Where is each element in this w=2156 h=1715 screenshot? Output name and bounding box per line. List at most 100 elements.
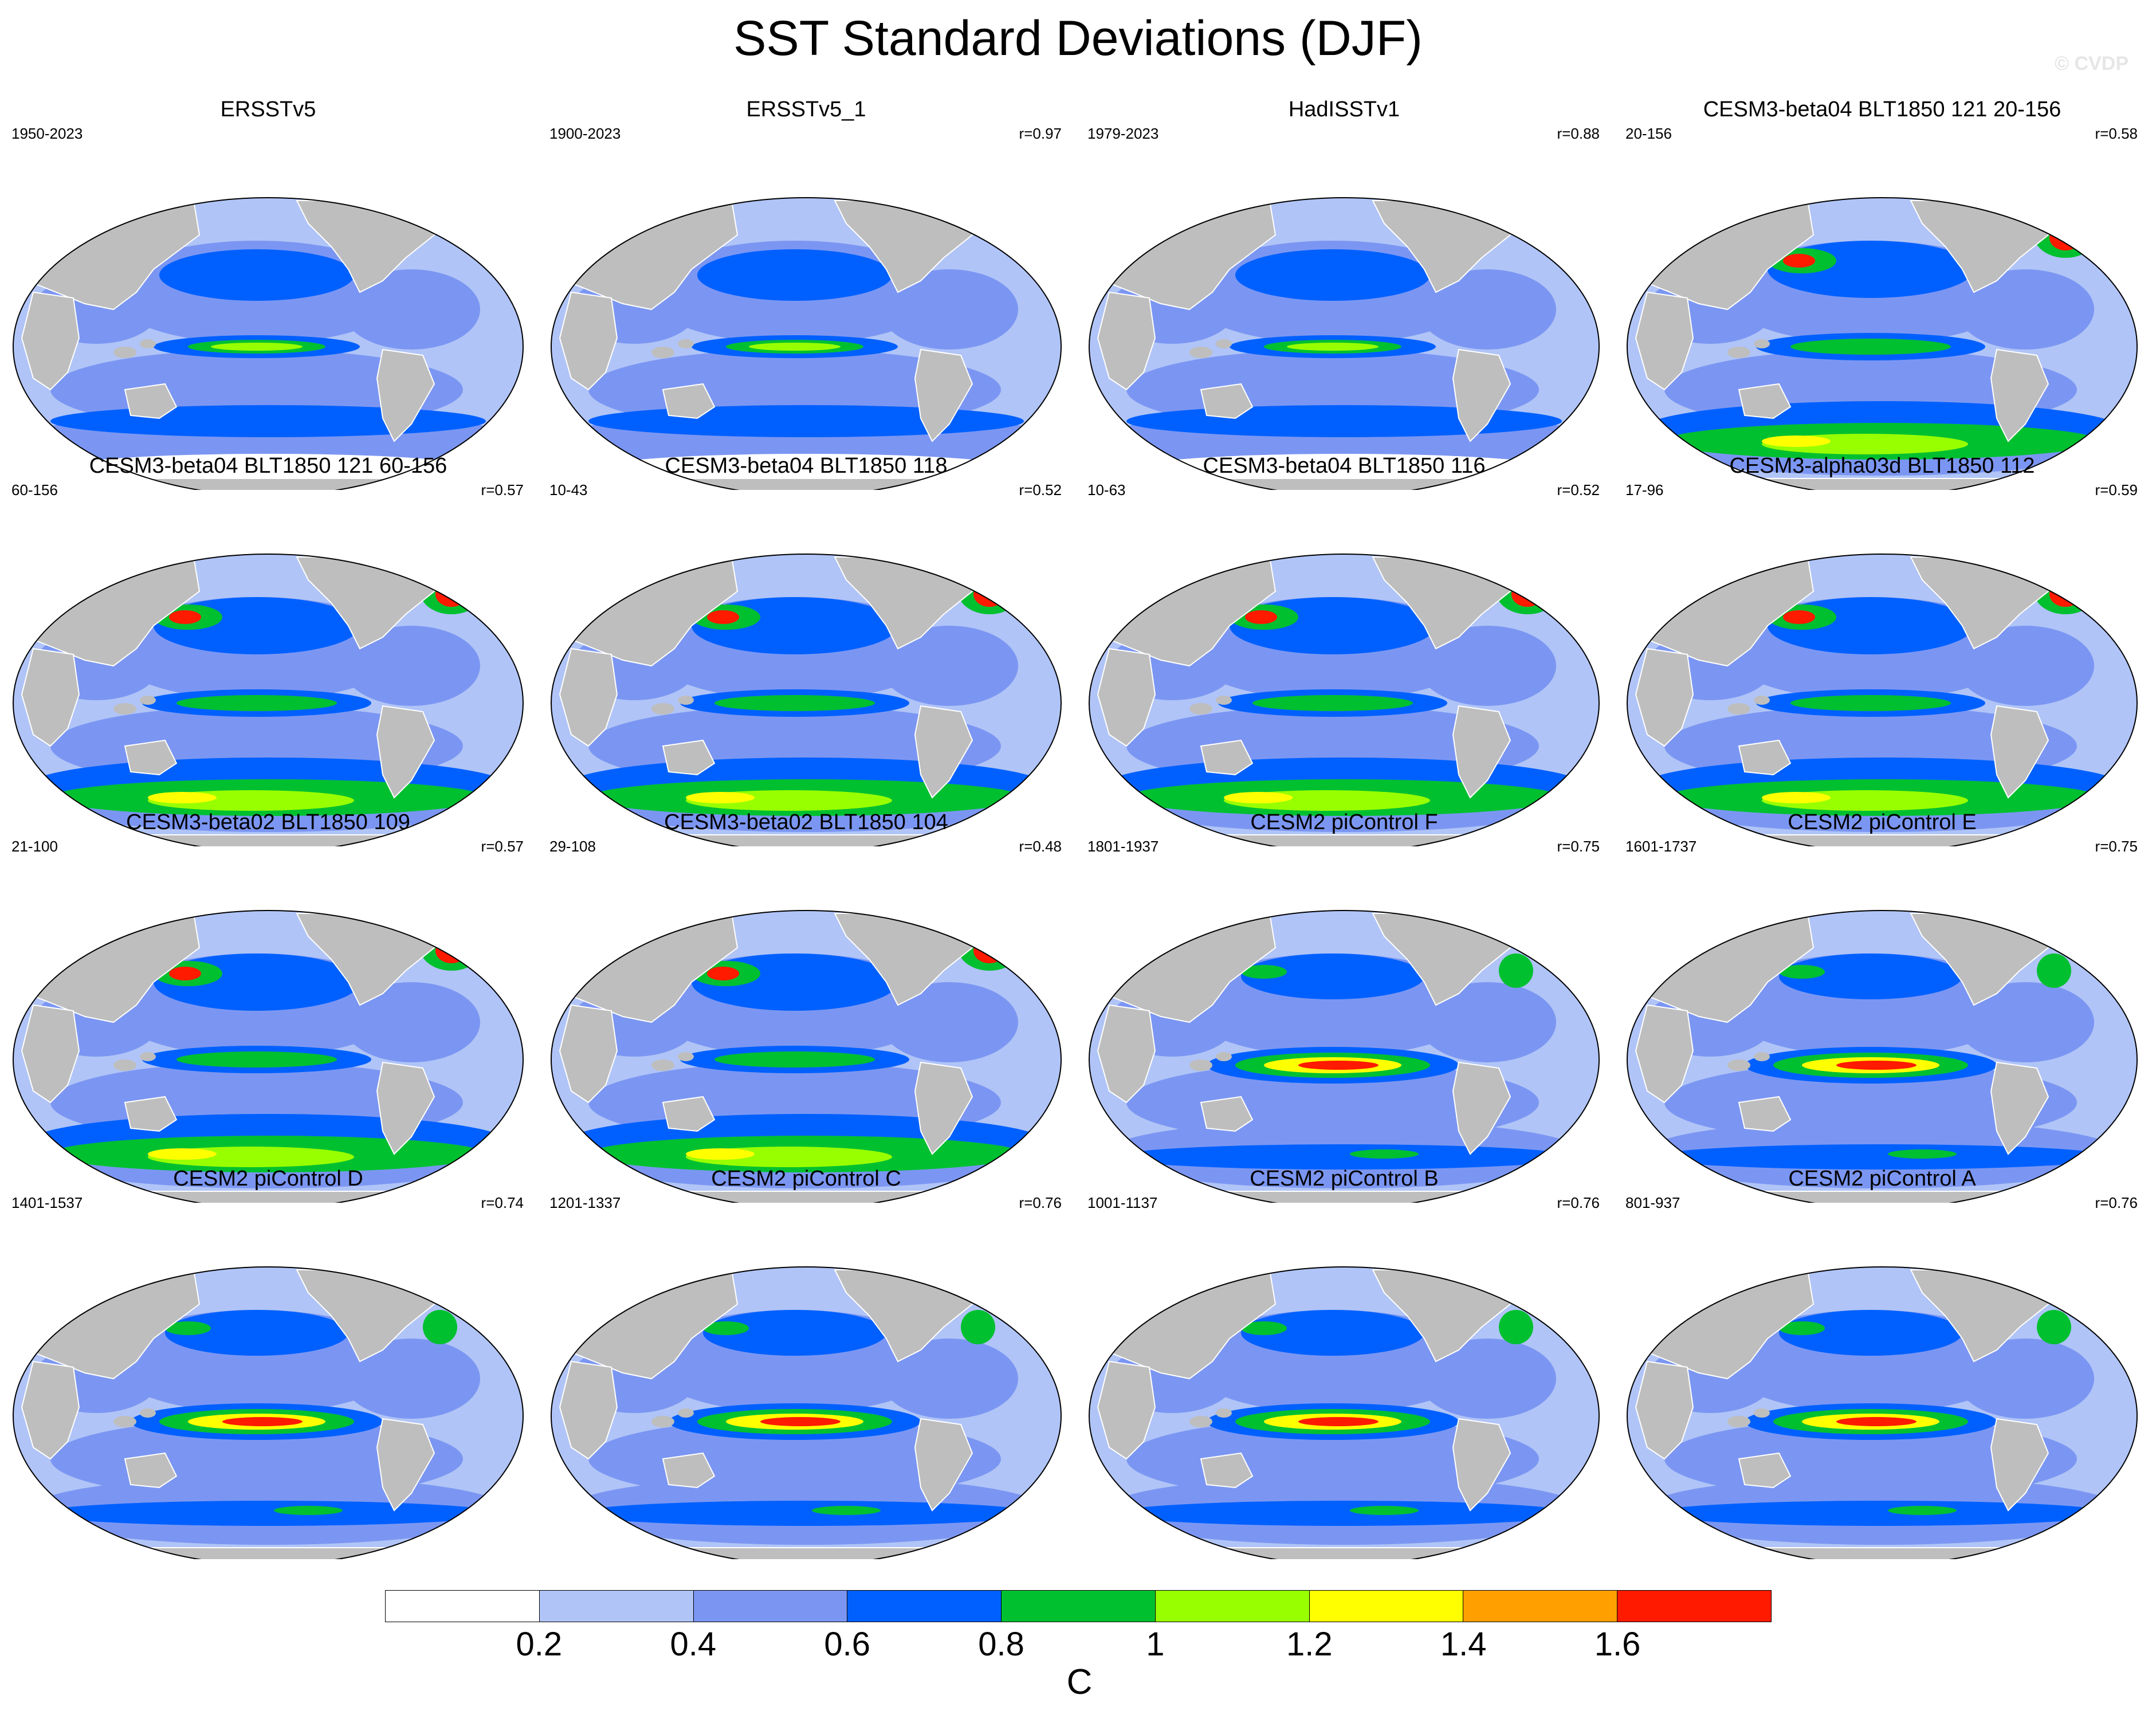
map-panel: CESM3-beta04 BLT1850 121 20-156 20-156 r=0… (1624, 97, 2140, 490)
colorbar-tick-label: 0.2 (516, 1626, 563, 1663)
map-panel: CESM2 piControl E 1601-1737 r=0.75 (1624, 810, 2140, 1203)
panel-correlation: r=0.75 (2095, 838, 2138, 855)
panel-years: 29-108 (549, 838, 596, 855)
panel-title: ERSSTv5_1 (746, 97, 866, 121)
map-panel: CESM3-beta02 BLT1850 104 29-108 r=0.48 (548, 810, 1064, 1203)
sst-map-icon (551, 554, 1062, 846)
panel-title: CESM2 piControl C (711, 1167, 901, 1191)
panel-correlation: r=0.76 (1557, 1194, 1600, 1211)
colorbar-swatch (693, 1591, 847, 1622)
panel-years: 1001-1137 (1087, 1194, 1158, 1211)
colorbar-tick-label: 1.4 (1440, 1626, 1487, 1663)
panel-years: 21-100 (11, 838, 58, 855)
sst-map-icon (13, 1266, 524, 1559)
sst-map-icon (1089, 1266, 1600, 1559)
panel-years: 1950-2023 (11, 125, 83, 142)
map-panel: CESM3-alpha03d BLT1850 112 17-96 r=0.59 (1624, 454, 2140, 846)
colorbar-swatch (1463, 1591, 1617, 1622)
panel-title: CESM3-beta04 BLT1850 116 (1203, 454, 1486, 478)
sst-map-icon (551, 1266, 1062, 1559)
map-panel: CESM2 piControl A 801-937 r=0.76 (1624, 1167, 2140, 1559)
panel-years: 1201-1337 (549, 1194, 621, 1211)
panel-years: 1401-1537 (11, 1194, 83, 1211)
colorbar-tick-label: 0.6 (824, 1626, 870, 1663)
panel-title: CESM2 piControl F (1250, 810, 1438, 834)
panel-correlation: r=0.76 (1019, 1194, 1062, 1211)
sst-map-icon (13, 197, 524, 490)
panel-correlation: r=0.57 (481, 481, 524, 499)
panel-correlation: r=0.76 (2095, 1194, 2138, 1211)
colorbar-tick-label: 0.4 (670, 1626, 717, 1663)
map-panel: HadISSTv1 1979-2023 r=0.88 (1086, 97, 1602, 490)
colorbar-swatch (1154, 1591, 1309, 1622)
panel-years: 1900-2023 (549, 125, 621, 142)
map-panel: CESM3-beta04 BLT1850 116 10-63 r=0.52 (1086, 454, 1602, 846)
panel-years: 60-156 (11, 481, 58, 499)
sst-map-icon (551, 910, 1062, 1203)
panel-correlation: r=0.88 (1557, 125, 1600, 142)
colorbar-tick-label: 1.6 (1594, 1626, 1641, 1663)
panel-title: CESM2 piControl D (173, 1167, 363, 1191)
colorbar-swatch (539, 1591, 693, 1622)
colorbar-swatch (847, 1591, 1002, 1622)
panel-years: 1801-1937 (1087, 838, 1159, 855)
sst-map-icon (1627, 197, 2138, 490)
panel-years: 1979-2023 (1087, 125, 1159, 142)
sst-map-icon (1089, 554, 1600, 846)
panel-years: 1601-1737 (1625, 838, 1697, 855)
panel-years: 10-63 (1087, 481, 1126, 499)
panel-correlation: r=0.74 (481, 1194, 524, 1211)
panel-years: 17-96 (1625, 481, 1664, 499)
map-panel: CESM2 piControl F 1801-1937 r=0.75 (1086, 810, 1602, 1203)
panel-title: CESM2 piControl A (1788, 1167, 1976, 1191)
map-panel: CESM3-beta04 BLT1850 121 60-156 60-156 r=0… (10, 454, 526, 846)
colorbar-tick-label: 1.2 (1286, 1626, 1333, 1663)
panel-years: 801-937 (1625, 1194, 1680, 1211)
panel-correlation: r=0.75 (1557, 838, 1600, 855)
sst-map-icon (1627, 1266, 2138, 1559)
map-panel: CESM3-beta04 BLT1850 118 10-43 r=0.52 (548, 454, 1064, 846)
panel-correlation: r=0.48 (1019, 838, 1062, 855)
panel-title: ERSSTv5 (220, 97, 316, 121)
sst-map-icon (551, 197, 1062, 490)
colorbar-unit: C (1066, 1662, 1093, 1702)
colorbar-swatch (1309, 1591, 1463, 1622)
panel-years: 10-43 (549, 481, 588, 499)
map-panel: CESM2 piControl D 1401-1537 r=0.74 (10, 1167, 526, 1559)
panel-title: CESM3-alpha03d BLT1850 112 (1729, 454, 2035, 478)
panel-title: CESM2 piControl E (1788, 810, 1977, 834)
sst-map-icon (13, 910, 524, 1203)
map-panel: CESM2 piControl C 1201-1337 r=0.76 (548, 1167, 1064, 1559)
panel-title: CESM3-beta04 BLT1850 118 (665, 454, 948, 478)
panel-title: CESM3-beta04 BLT1850 121 60-156 (89, 454, 447, 478)
colorbar-tick-label: 0.8 (978, 1626, 1024, 1663)
map-panel: CESM3-beta02 BLT1850 109 21-100 r=0.57 (10, 810, 526, 1203)
panel-years: 20-156 (1625, 125, 1672, 142)
panel-correlation: r=0.52 (1557, 481, 1600, 499)
map-panel: CESM2 piControl B 1001-1137 r=0.76 (1086, 1167, 1602, 1559)
panel-title: CESM2 piControl B (1250, 1167, 1439, 1191)
sst-map-icon (1089, 910, 1600, 1203)
figure-title: SST Standard Deviations (DJF) (733, 11, 1423, 66)
sst-map-icon (13, 554, 524, 846)
map-panel: ERSSTv5 1950-2023 (10, 97, 526, 490)
cvdp-watermark: © CVDP (2055, 53, 2128, 74)
colorbar-swatch (386, 1591, 539, 1622)
sst-map-icon (1089, 197, 1600, 490)
panel-title: HadISSTv1 (1288, 97, 1400, 121)
panel-correlation: r=0.58 (2095, 125, 2138, 142)
panel-title: CESM3-beta04 BLT1850 121 20-156 (1703, 97, 2061, 121)
panel-correlation: r=0.59 (2095, 481, 2138, 499)
panel-correlation: r=0.97 (1019, 125, 1062, 142)
panel-correlation: r=0.57 (481, 838, 524, 855)
colorbar (385, 1590, 1772, 1622)
colorbar-tick-label: 1 (1146, 1626, 1165, 1663)
map-panel: ERSSTv5_1 1900-2023 r=0.97 (548, 97, 1064, 490)
colorbar-swatch (1001, 1591, 1155, 1622)
panel-title: CESM3-beta02 BLT1850 109 (126, 810, 410, 834)
panel-title: CESM3-beta02 BLT1850 104 (664, 810, 948, 834)
sst-map-icon (1627, 910, 2138, 1203)
panel-correlation: r=0.52 (1019, 481, 1062, 499)
sst-map-icon (1627, 554, 2138, 846)
colorbar-swatch (1617, 1591, 1772, 1622)
